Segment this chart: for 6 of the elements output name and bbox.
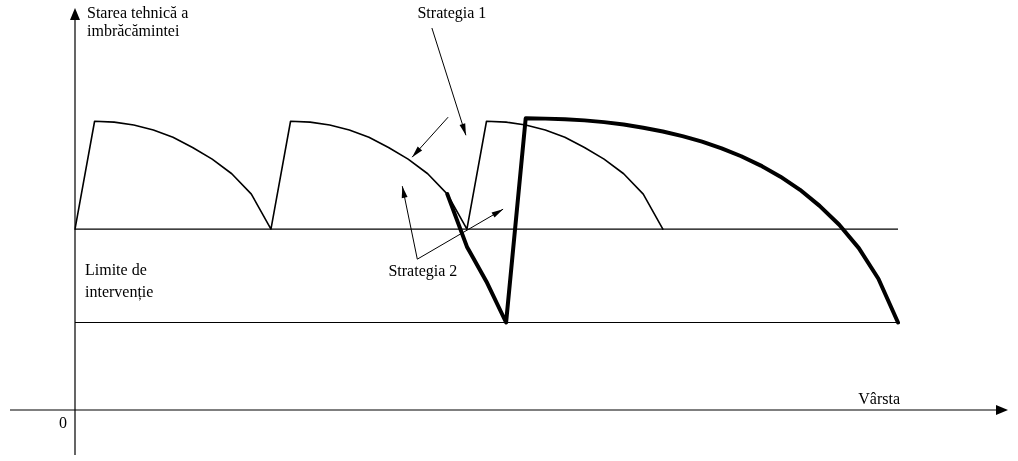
x-axis-title: Vârsta xyxy=(858,390,900,408)
text: Strategia 1 xyxy=(417,4,487,23)
ref-line-label: Limite de intervenție xyxy=(85,261,154,302)
text: 0 xyxy=(59,414,67,432)
y-axis-title: Starea tehnică a imbrăcămintei xyxy=(87,4,189,40)
series-label: Strategia 2 xyxy=(388,262,458,281)
